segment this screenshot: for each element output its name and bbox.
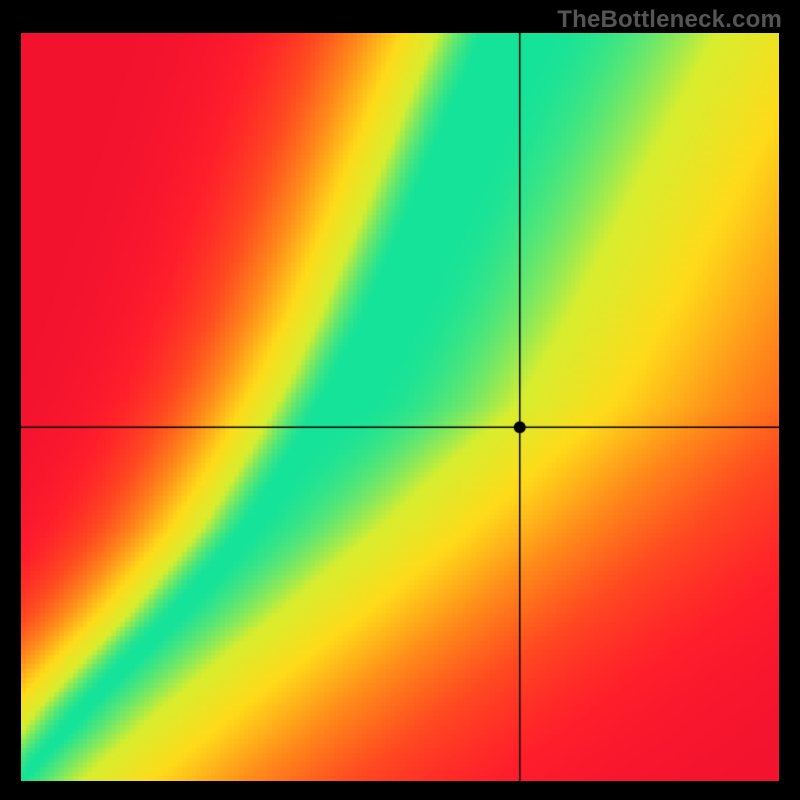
heatmap-plot [21,33,779,781]
figure-root: TheBottleneck.com [0,0,800,800]
heatmap-canvas [21,33,779,781]
watermark-text: TheBottleneck.com [557,6,782,34]
